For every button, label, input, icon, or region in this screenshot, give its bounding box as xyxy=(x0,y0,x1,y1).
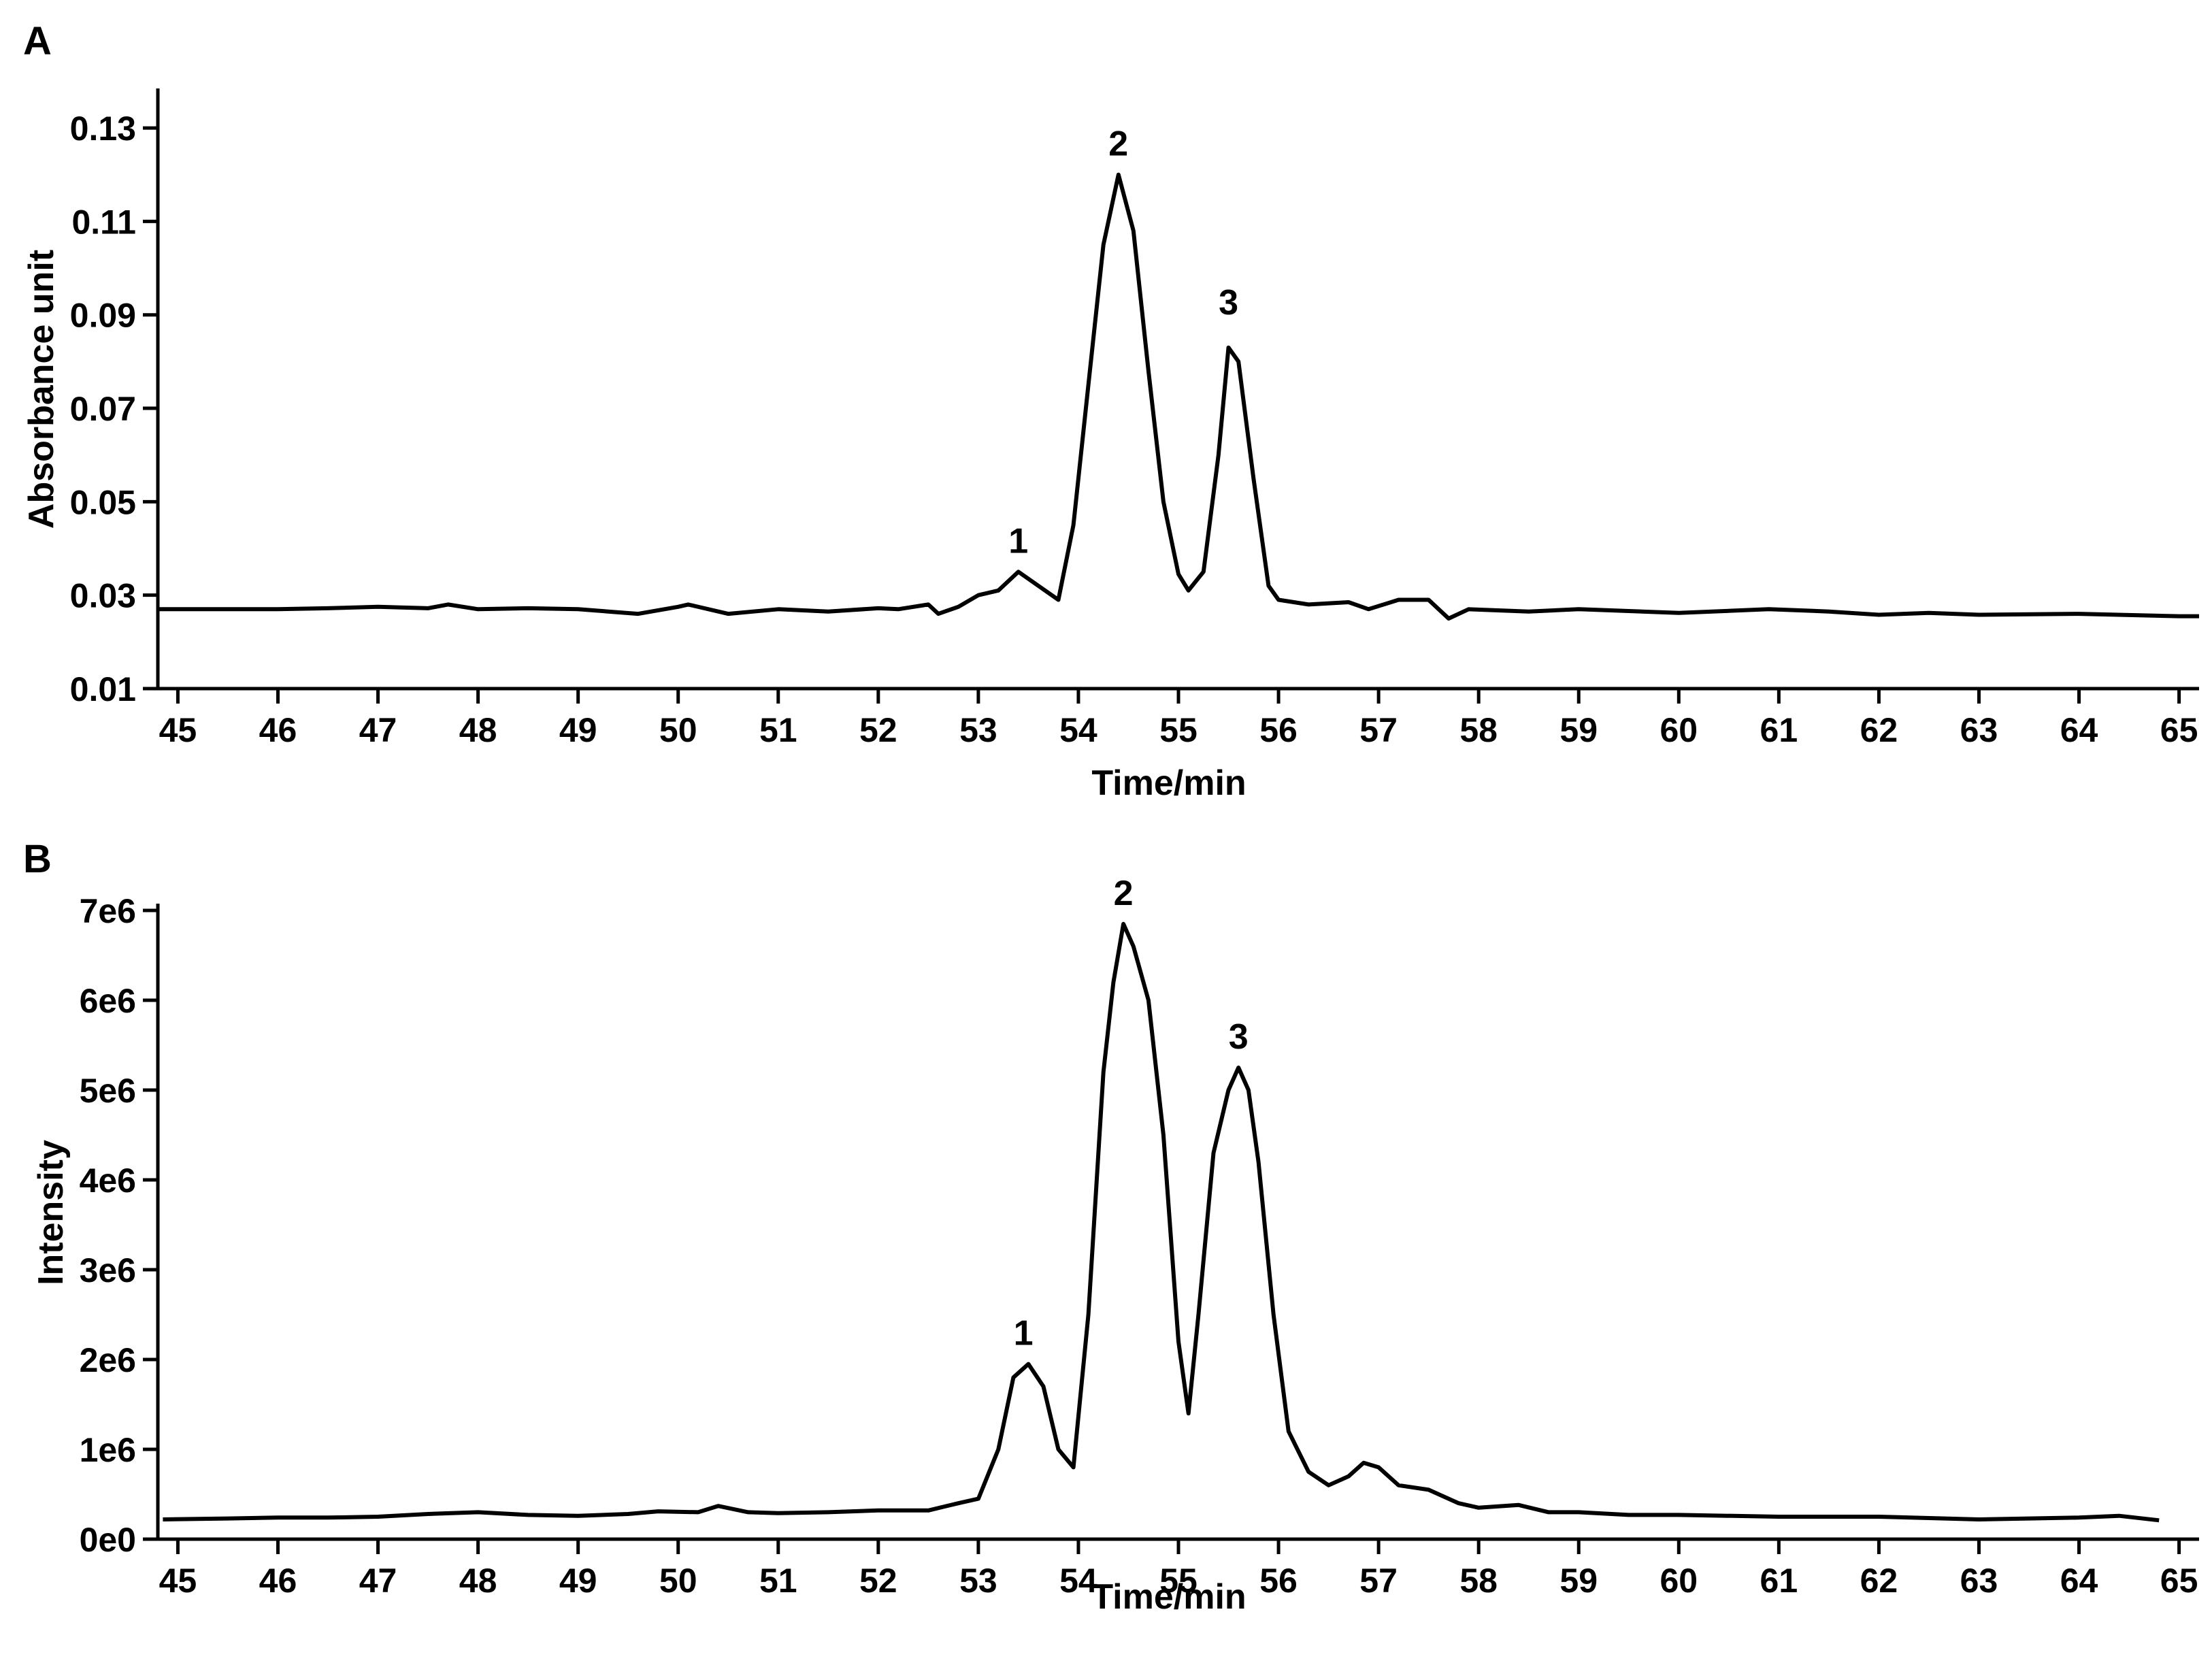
panel-b-y-tick-label: 6e6 xyxy=(80,982,136,1020)
panel-a-x-tick-label: 51 xyxy=(759,711,797,749)
panel-a-y-tick-label: 0.09 xyxy=(70,297,136,335)
panel-b-x-tick-label: 58 xyxy=(1459,1562,1498,1600)
panel-b-y-tick-label: 2e6 xyxy=(80,1341,136,1379)
panel-a-x-tick-label: 58 xyxy=(1459,711,1498,749)
panel-a-x-tick-label: 48 xyxy=(459,711,497,749)
panel-b-y-tick-label: 1e6 xyxy=(80,1431,136,1469)
panel-a-x-tick-label: 47 xyxy=(359,711,397,749)
panel-b-x-tick-label: 47 xyxy=(359,1562,397,1600)
panel-b-x-tick-label: 49 xyxy=(559,1562,597,1600)
panel-a-y-tick-label: 0.03 xyxy=(70,577,136,615)
panel-a-x-tick-label: 63 xyxy=(1960,711,1998,749)
panel-b-x-tick-label: 46 xyxy=(259,1562,297,1600)
panel-b-y-tick-label: 7e6 xyxy=(80,892,136,930)
panel-b-y-tick-label: 3e6 xyxy=(80,1251,136,1289)
panel-b-x-tick-label: 63 xyxy=(1960,1562,1998,1600)
panel-b-x-tick-label: 48 xyxy=(459,1562,497,1600)
panel-b-y-axis-label: Intensity xyxy=(31,1140,71,1285)
panel-a-x-tick-label: 45 xyxy=(159,711,197,749)
panel-a-x-tick-label: 49 xyxy=(559,711,597,749)
panel-b-x-tick-label: 51 xyxy=(759,1562,797,1600)
panel-b-x-tick-label: 65 xyxy=(2160,1562,2198,1600)
panel-a-peak-label: 3 xyxy=(1219,283,1238,323)
panel-a-trace xyxy=(158,172,2199,621)
panel-a-letter: A xyxy=(23,19,52,63)
panel-b-letter: B xyxy=(23,837,52,881)
panel-a-x-tick-label: 50 xyxy=(659,711,697,749)
panel-a-y-tick-label: 0.13 xyxy=(70,110,136,148)
panel-a-y-tick-label: 0.07 xyxy=(70,390,136,428)
panel-a-y-tick-label: 0.11 xyxy=(71,203,136,241)
panel-b-peak-label: 1 xyxy=(1014,1314,1034,1353)
panel-b-x-tick-label: 64 xyxy=(2060,1562,2098,1600)
panel-a-y-tick-label: 0.05 xyxy=(70,483,136,521)
panel-b-x-tick-label: 57 xyxy=(1359,1562,1398,1600)
panel-b-x-tick-label: 60 xyxy=(1660,1562,1698,1600)
panel-a-x-tick-label: 61 xyxy=(1760,711,1798,749)
panel-b-y-tick-label: 4e6 xyxy=(80,1162,136,1200)
panel-b-y-tick-label: 5e6 xyxy=(80,1072,136,1110)
panel-b-x-tick-label: 50 xyxy=(659,1562,697,1600)
panel-b-x-tick-label: 53 xyxy=(959,1562,997,1600)
panel-b: B 45 46 47 48 49 50 51 52 53 54 55 56 57 58 59 60 61 62 63… xyxy=(23,837,2199,1617)
panel-a: A 45 46 47 48 49 50 51 52 53 54 55 56 57 58 59 60 61 62 63… xyxy=(22,19,2199,803)
panel-a-x-tick-label: 59 xyxy=(1559,711,1598,749)
panel-b-x-tick-label: 52 xyxy=(859,1562,897,1600)
panel-b-ticks: 45 46 47 48 49 50 51 52 53 54 55 56 57 58 59 60 61 62 63 64… xyxy=(80,892,2198,1600)
panel-a-peak-label: 1 xyxy=(1008,521,1028,561)
panel-b-x-tick-label: 45 xyxy=(159,1562,197,1600)
panel-a-x-tick-label: 65 xyxy=(2160,711,2198,749)
panel-b-x-axis-label: Time/min xyxy=(1091,1577,1246,1617)
panel-a-x-tick-label: 60 xyxy=(1660,711,1698,749)
panel-a-x-axis-label: Time/min xyxy=(1091,763,1246,803)
panel-a-x-tick-label: 55 xyxy=(1159,711,1198,749)
panel-b-trace xyxy=(163,921,2160,1523)
panel-b-peak-label: 3 xyxy=(1229,1017,1249,1057)
panel-a-x-tick-label: 54 xyxy=(1059,711,1097,749)
panel-a-y-tick-label: 0.01 xyxy=(70,670,136,708)
panel-a-peak-label: 2 xyxy=(1108,125,1128,164)
panel-a-x-tick-label: 46 xyxy=(259,711,297,749)
panel-b-x-tick-label: 62 xyxy=(1860,1562,1898,1600)
panel-a-x-tick-label: 57 xyxy=(1359,711,1398,749)
panel-a-x-tick-label: 64 xyxy=(2060,711,2098,749)
panel-b-x-tick-label: 59 xyxy=(1559,1562,1598,1600)
panel-a-ticks: 45 46 47 48 49 50 51 52 53 54 55 56 57 58 59 60 61 62 63 64… xyxy=(70,110,2198,749)
panel-b-x-tick-label: 54 xyxy=(1059,1562,1097,1600)
panel-a-x-tick-label: 56 xyxy=(1259,711,1298,749)
panel-b-x-tick-label: 56 xyxy=(1259,1562,1298,1600)
panel-b-x-tick-label: 55 xyxy=(1159,1562,1198,1600)
panel-a-x-tick-label: 62 xyxy=(1860,711,1898,749)
panel-b-x-tick-label: 61 xyxy=(1760,1562,1798,1600)
panel-a-x-tick-label: 53 xyxy=(959,711,997,749)
panel-b-peak-label: 2 xyxy=(1114,874,1134,913)
panel-a-x-tick-label: 52 xyxy=(859,711,897,749)
panel-b-y-tick-label: 0e0 xyxy=(80,1521,136,1559)
panel-a-y-axis-label: Absorbance unit xyxy=(22,250,61,529)
